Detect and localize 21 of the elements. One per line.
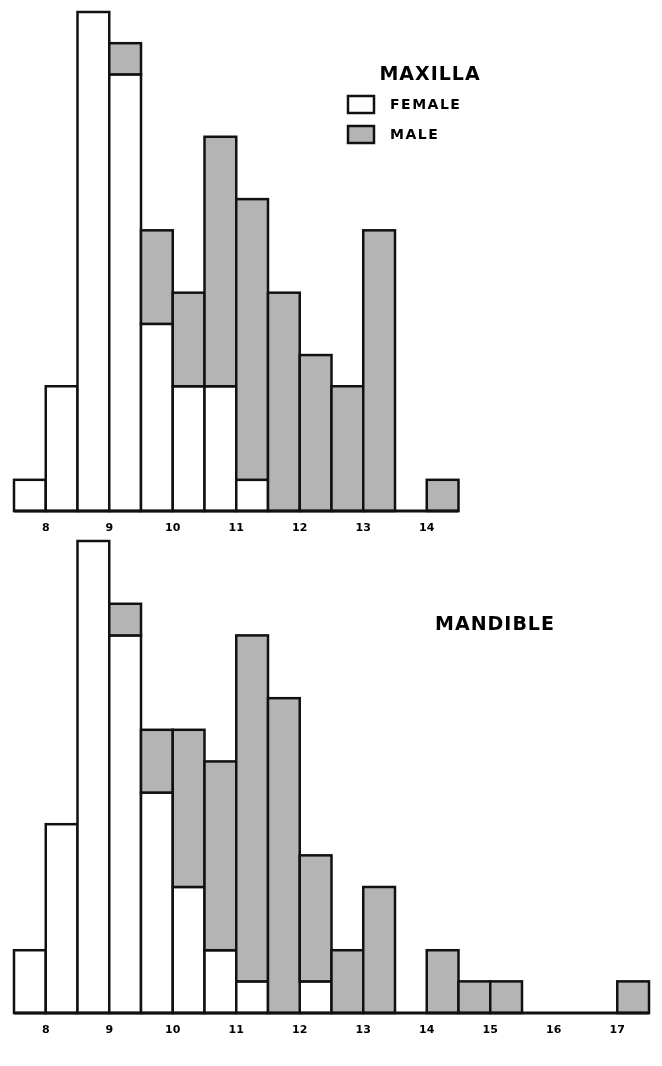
x-tick-label: 10 bbox=[165, 1023, 181, 1036]
x-tick-label: 13 bbox=[355, 521, 371, 534]
legend-label: FEMALE bbox=[390, 96, 462, 112]
x-tick-label: 11 bbox=[228, 1023, 244, 1036]
x-tick-label: 14 bbox=[419, 521, 435, 534]
x-tick-label: 17 bbox=[609, 1023, 625, 1036]
x-tick-label: 16 bbox=[546, 1023, 562, 1036]
x-tick-label: 15 bbox=[482, 1023, 498, 1036]
x-tick-label: 8 bbox=[41, 1023, 50, 1036]
x-tick-label: 9 bbox=[105, 1023, 114, 1036]
x-tick-label: 12 bbox=[292, 521, 308, 534]
x-tick-label: 10 bbox=[165, 521, 181, 534]
legend-label: MALE bbox=[390, 126, 440, 142]
x-tick-label: 13 bbox=[355, 1023, 371, 1036]
x-tick-label: 8 bbox=[41, 521, 50, 534]
x-tick-label: 12 bbox=[292, 1023, 308, 1036]
x-tick-label: 9 bbox=[105, 521, 114, 534]
x-tick-label: 14 bbox=[419, 1023, 435, 1036]
text: MANDIBLE bbox=[435, 612, 555, 634]
text: MAXILLA bbox=[379, 62, 481, 84]
x-tick-label: 11 bbox=[228, 521, 244, 534]
